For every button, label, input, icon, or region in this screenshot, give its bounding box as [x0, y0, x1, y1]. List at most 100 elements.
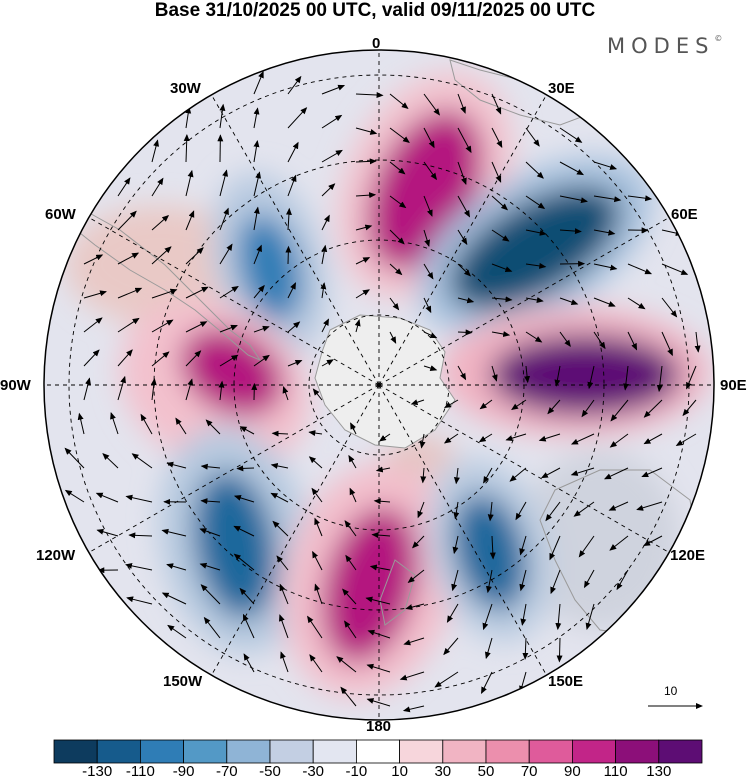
wind-arrow	[453, 501, 460, 520]
wind-arrow	[444, 399, 459, 408]
anomaly-h-core	[452, 493, 528, 611]
wind-arrow	[627, 263, 653, 275]
wind-arrow	[491, 127, 503, 148]
wind-arrow	[417, 501, 425, 519]
wind-arrow	[253, 171, 262, 197]
colorbar-tick-label: 110	[603, 763, 628, 780]
colorbar-tick-label: -130	[82, 763, 113, 780]
wind-arrow	[175, 417, 187, 435]
colorbar-swatch	[355, 739, 400, 764]
wind-arrow	[236, 465, 255, 472]
colorbar-tick-label: -30	[302, 763, 325, 780]
wind-arrow	[389, 127, 410, 144]
wind-arrow	[287, 321, 301, 333]
wind-arrow	[219, 243, 233, 265]
latitude-circle	[308, 314, 450, 456]
wind-arrow	[308, 430, 323, 437]
wind-arrow	[151, 214, 170, 231]
wind-arrow	[321, 244, 328, 265]
wind-arrow	[593, 229, 616, 236]
wind-arrow	[287, 75, 302, 95]
wind-arrow	[525, 331, 543, 343]
wind-arrow	[556, 637, 563, 663]
wind-arrow	[491, 365, 498, 382]
wind-arrow	[375, 466, 391, 473]
anomaly-b-core	[449, 186, 621, 310]
wind-arrow	[479, 399, 493, 410]
label-90e: 90E	[720, 377, 747, 394]
wind-arrow	[96, 528, 119, 537]
wind-arrow	[233, 525, 255, 537]
wind-arrow	[656, 365, 663, 393]
wind-arrow	[410, 399, 425, 406]
wind-arrow	[200, 463, 221, 470]
wind-arrow	[423, 263, 434, 280]
wind-arrow	[661, 263, 689, 275]
wind-arrow	[511, 399, 527, 411]
wind-arrow	[242, 613, 255, 639]
wind-arrow	[355, 92, 384, 99]
wind-arrow	[491, 161, 502, 183]
wind-arrow	[661, 331, 673, 357]
wind-arrow	[219, 354, 239, 367]
wind-arrow	[253, 107, 260, 129]
wind-arrow	[117, 349, 133, 367]
wind-arrow	[549, 535, 561, 561]
wind-arrow	[126, 596, 153, 605]
wind-arrow	[423, 93, 440, 116]
wind-arrow	[373, 498, 391, 505]
wind-arrow	[321, 114, 343, 129]
wind-arrow	[434, 671, 459, 688]
wind-arrow	[491, 331, 511, 337]
wind-arrow	[270, 492, 289, 503]
wind-arrow	[239, 426, 255, 435]
wind-arrow	[287, 174, 297, 197]
wind-arrow	[336, 656, 357, 673]
wind-arrow	[389, 331, 397, 344]
wind-arrow	[161, 528, 187, 537]
wind-arrow	[253, 325, 270, 333]
wind-arrow	[489, 535, 496, 560]
wind-arrow	[279, 583, 289, 605]
wind-arrow	[538, 433, 561, 442]
colorbar-swatch	[528, 739, 573, 764]
colorbar-tick-label: 30	[434, 763, 452, 780]
wind-arrow	[694, 331, 701, 353]
wind-arrow	[515, 501, 527, 521]
wind-arrow	[522, 637, 529, 660]
wind-arrow	[151, 139, 160, 163]
wind-arrow	[117, 210, 137, 231]
wind-arrow	[83, 349, 100, 367]
anomaly-c-core	[490, 335, 680, 415]
wind-arrow	[344, 520, 357, 537]
colorbar-swatch	[572, 739, 617, 764]
colorbar-tick-label: 10	[391, 763, 408, 780]
wind-arrow	[253, 206, 260, 231]
wind-arrow	[185, 210, 195, 231]
wind-arrow	[345, 554, 357, 571]
wind-arrow	[402, 705, 425, 713]
wind-arrow	[525, 195, 546, 209]
wind-arrow	[581, 399, 595, 418]
wind-arrow	[519, 569, 527, 592]
wind-arrow	[505, 433, 527, 442]
colorbar-swatch	[399, 739, 444, 764]
wind-arrow	[285, 207, 292, 231]
wind-arrow	[321, 318, 329, 333]
anomaly-field	[65, 71, 710, 698]
wind-arrow	[682, 399, 697, 417]
wind-arrow	[117, 252, 140, 265]
wind-arrow	[365, 596, 391, 605]
wind-arrow	[348, 454, 357, 469]
map-title: Base 31/10/2025 00 UTC, valid 09/11/2025…	[154, 0, 596, 21]
colorbar-tick-label: 50	[477, 763, 495, 780]
wind-arrow	[321, 214, 330, 231]
wind-arrow	[344, 620, 357, 639]
anomaly-weak-positive	[65, 205, 255, 325]
wind-arrow	[641, 467, 663, 478]
wind-arrow	[389, 195, 407, 209]
brand-name: MODES	[607, 34, 715, 58]
wind-arrow	[355, 158, 377, 165]
reference-vector-label: 10	[664, 684, 678, 698]
